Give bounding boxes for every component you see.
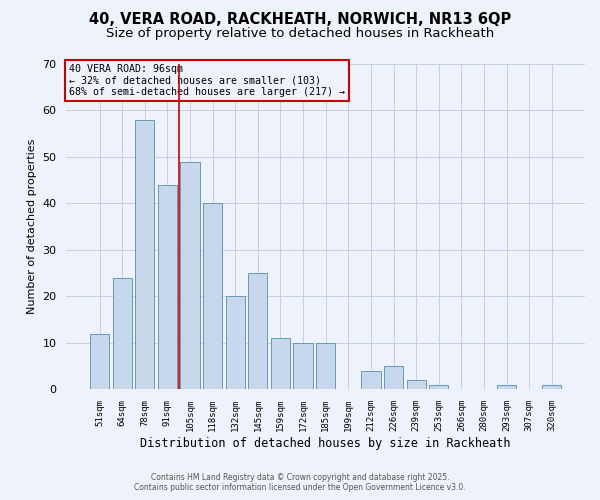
Bar xyxy=(158,185,177,390)
Y-axis label: Number of detached properties: Number of detached properties xyxy=(27,139,37,314)
Text: 40, VERA ROAD, RACKHEATH, NORWICH, NR13 6QP: 40, VERA ROAD, RACKHEATH, NORWICH, NR13 … xyxy=(89,12,511,28)
X-axis label: Distribution of detached houses by size in Rackheath: Distribution of detached houses by size … xyxy=(140,437,511,450)
Bar xyxy=(271,338,290,390)
Bar xyxy=(407,380,426,390)
Text: Contains HM Land Registry data © Crown copyright and database right 2025.
Contai: Contains HM Land Registry data © Crown c… xyxy=(134,473,466,492)
Bar xyxy=(384,366,403,390)
Bar xyxy=(293,343,313,390)
Bar xyxy=(135,120,154,390)
Text: 40 VERA ROAD: 96sqm
← 32% of detached houses are smaller (103)
68% of semi-detac: 40 VERA ROAD: 96sqm ← 32% of detached ho… xyxy=(69,64,345,97)
Bar xyxy=(181,162,200,390)
Bar xyxy=(90,334,109,390)
Bar xyxy=(203,204,222,390)
Text: Size of property relative to detached houses in Rackheath: Size of property relative to detached ho… xyxy=(106,28,494,40)
Bar xyxy=(497,385,516,390)
Bar xyxy=(113,278,132,390)
Bar xyxy=(226,296,245,390)
Bar xyxy=(361,371,380,390)
Bar xyxy=(316,343,335,390)
Bar xyxy=(248,273,268,390)
Bar xyxy=(429,385,448,390)
Bar xyxy=(542,385,562,390)
